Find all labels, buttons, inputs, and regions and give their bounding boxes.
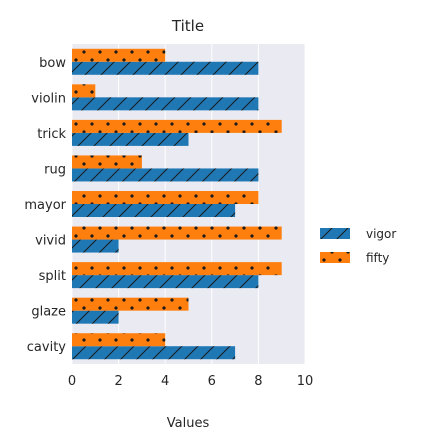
legend: vigor fifty <box>320 227 396 265</box>
x-tick-label: 2 <box>114 374 122 389</box>
bar-vigor-glaze <box>72 310 119 324</box>
y-tick-label: split <box>39 269 66 284</box>
x-axis-label: Values <box>167 416 210 431</box>
bar-fifty-violin <box>72 84 96 98</box>
bar-vigor-vivid <box>72 239 119 253</box>
bar-vigor-trick <box>72 132 189 146</box>
bar-fifty-bow <box>72 48 166 62</box>
bars <box>72 48 282 360</box>
bar-fifty-trick <box>72 119 282 133</box>
x-tick-label: 4 <box>161 374 169 389</box>
x-tick-labels: 0 2 4 6 8 10 <box>68 374 313 389</box>
legend-label: vigor <box>366 227 396 241</box>
x-tick-label: 6 <box>208 374 216 389</box>
y-tick-label: vivid <box>35 234 66 249</box>
bar-vigor-violin <box>72 97 259 111</box>
y-tick-label: trick <box>37 127 66 142</box>
bar-fifty-vivid <box>72 226 282 240</box>
bar-fifty-glaze <box>72 297 189 311</box>
legend-item-fifty: fifty <box>320 251 389 265</box>
x-tick-label: 10 <box>297 374 314 389</box>
bar-fifty-mayor <box>72 191 259 204</box>
bar-fifty-split <box>72 262 282 276</box>
bar-vigor-split <box>72 275 259 289</box>
y-tick-labels: bow violin trick rug mayor vivid split glaze cav… <box>24 56 66 355</box>
y-tick-label: bow <box>39 56 66 71</box>
chart-title: Title <box>171 17 204 35</box>
y-tick-label: cavity <box>27 340 67 355</box>
bar-vigor-rug <box>72 168 259 182</box>
bar-fifty-rug <box>72 155 142 169</box>
x-tick-label: 8 <box>254 374 262 389</box>
legend-item-vigor: vigor <box>320 227 396 241</box>
y-tick-label: mayor <box>24 198 66 213</box>
bar-vigor-cavity <box>72 346 236 360</box>
x-tick-label: 0 <box>68 374 76 389</box>
bar-fifty-cavity <box>72 333 166 347</box>
bar-vigor-mayor <box>72 204 236 217</box>
y-tick-label: violin <box>31 91 66 106</box>
bar-vigor-bow <box>72 61 259 75</box>
y-tick-label: rug <box>44 162 66 177</box>
y-tick-label: glaze <box>31 305 66 320</box>
legend-label: fifty <box>366 251 389 265</box>
